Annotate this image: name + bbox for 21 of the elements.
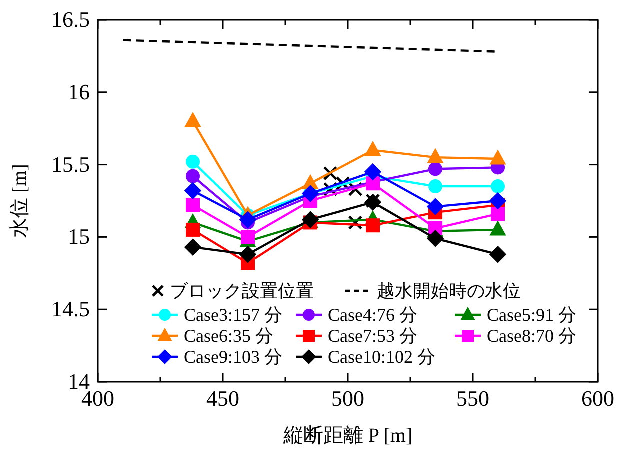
y-tick-label: 16.5 xyxy=(52,7,90,32)
legend-label: Case8:70 分 xyxy=(487,326,576,346)
legend-label: Case10:102 分 xyxy=(328,347,436,367)
legend-label: Case6:35 分 xyxy=(184,326,274,346)
legend-label: Case4:76 分 xyxy=(328,305,418,325)
y-tick-label: 15.5 xyxy=(52,152,90,177)
x-tick-label: 450 xyxy=(206,386,240,411)
legend-label: ブロック設置位置 xyxy=(170,281,314,301)
y-tick-label: 16 xyxy=(68,79,90,104)
legend-label: Case7:53 分 xyxy=(328,326,418,346)
legend-label: Case3:157 分 xyxy=(184,305,282,325)
y-tick-label: 15 xyxy=(68,224,90,250)
x-tick-label: 600 xyxy=(582,386,614,411)
legend-label: 越水開始時の水位 xyxy=(377,281,521,301)
y-tick-label: 14.5 xyxy=(52,296,90,322)
legend-label: Case5:91 分 xyxy=(487,305,576,325)
y-axis-title: 水位 [m] xyxy=(9,164,31,238)
legend-label: Case9:103 分 xyxy=(184,347,282,367)
x-tick-label: 500 xyxy=(332,386,364,411)
x-tick-label: 550 xyxy=(456,386,490,411)
x-axis-title: 縦断距離 P [m] xyxy=(282,425,413,447)
